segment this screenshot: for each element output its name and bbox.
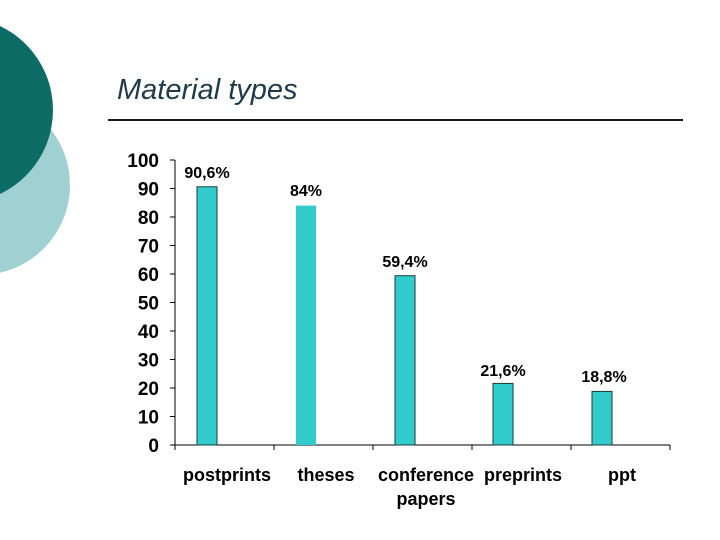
y-tick-label: 0: [148, 436, 159, 457]
decorative-circles: [0, 26, 70, 273]
bars: [196, 186, 613, 446]
title-divider: [108, 119, 683, 121]
y-tick-label: 80: [138, 208, 159, 229]
data-label: 84%: [290, 183, 322, 200]
bar-ppt: [591, 390, 613, 446]
x-category-label: conference papers: [378, 465, 474, 509]
data-label: 21,6%: [480, 363, 525, 380]
x-axis: postprints theses conference papers preprint…: [174, 444, 671, 509]
y-tick-label: 90: [138, 180, 159, 201]
y-tick-label: 40: [138, 322, 159, 343]
y-tick-label: 10: [138, 408, 159, 429]
bar-postprints: [196, 186, 218, 446]
x-category-label: preprints: [484, 465, 562, 485]
y-tick-label: 30: [138, 351, 159, 372]
y-tick-label: 20: [138, 379, 159, 400]
x-category-label: postprints: [183, 465, 271, 485]
data-labels: 90,6% 84% 59,4% 21,6% 18,8%: [184, 165, 626, 386]
y-axis: 0 10 20 30 40 50 60 70 80 90 100: [127, 151, 176, 457]
x-category-label: ppt: [608, 465, 636, 485]
bar-preprints: [492, 382, 514, 446]
slide-title: Material types: [117, 74, 298, 106]
bar-conference-papers: [394, 275, 416, 446]
y-tick-label: 70: [138, 237, 159, 258]
y-tick-label: 100: [127, 151, 159, 172]
x-category-label: theses: [297, 465, 354, 485]
y-tick-label: 50: [138, 294, 159, 315]
y-tick-label: 60: [138, 265, 159, 286]
decor-circle-dark: [0, 26, 53, 194]
data-label: 90,6%: [184, 165, 229, 182]
bar-theses: [296, 205, 316, 445]
data-label: 59,4%: [382, 254, 427, 271]
data-label: 18,8%: [581, 369, 626, 386]
